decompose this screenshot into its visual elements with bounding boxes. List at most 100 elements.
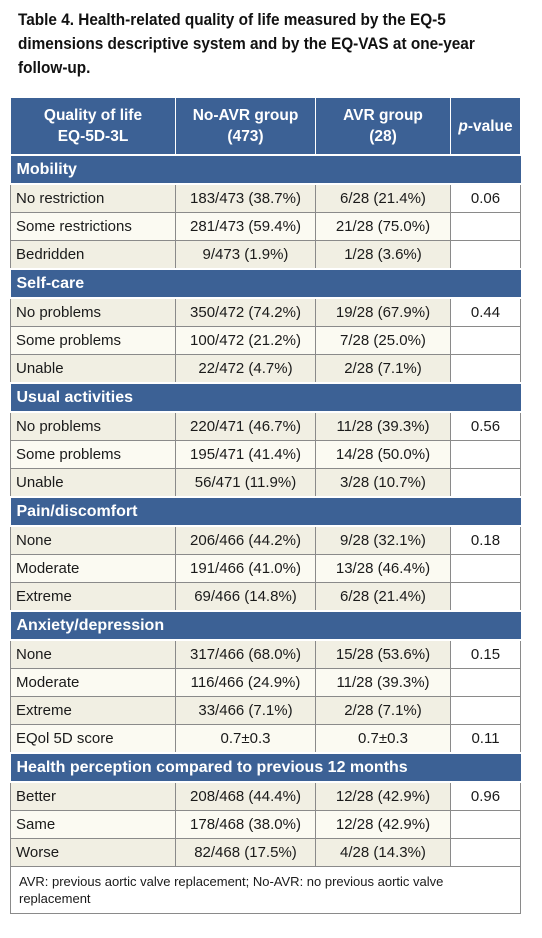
row-label: EQol 5D score (10, 724, 176, 754)
avr-value: 2/28 (7.1%) (315, 354, 451, 384)
avr-value: 11/28 (39.3%) (315, 411, 451, 441)
avr-value: 12/28 (42.9%) (315, 810, 451, 839)
table-row: Moderate 116/466 (24.9%) 11/28 (39.3%) (10, 668, 521, 697)
no-avr-value: 317/466 (68.0%) (175, 639, 316, 669)
header-col1-line1: Quality of life (43, 107, 143, 124)
table-row: None 206/466 (44.2%) 9/28 (32.1%) 0.18 (10, 525, 521, 555)
no-avr-value: 116/466 (24.9%) (175, 668, 316, 697)
avr-value: 9/28 (32.1%) (315, 525, 451, 555)
header-col3-line2: (28) (369, 128, 397, 145)
section-title: Mobility (10, 154, 521, 185)
p-value (450, 354, 521, 384)
row-label: None (10, 525, 176, 555)
table-row: No restriction 183/473 (38.7%) 6/28 (21.4%… (10, 183, 521, 213)
row-label: No restriction (10, 183, 176, 213)
section-title: Health perception compared to previous 1… (10, 752, 521, 783)
p-value: 0.44 (450, 297, 521, 327)
row-label: Some restrictions (10, 212, 176, 241)
table-body: Mobility No restriction 183/473 (38.7%) 6/2… (10, 154, 521, 914)
header-p-rest: -value (467, 117, 513, 135)
section-title: Self-care (10, 268, 521, 299)
section-title: Usual activities (10, 382, 521, 413)
no-avr-value: 100/472 (21.2%) (175, 326, 316, 355)
p-value (450, 696, 521, 725)
section-header-row: Self-care (10, 268, 521, 299)
p-value: 0.18 (450, 525, 521, 555)
avr-value: 6/28 (21.4%) (315, 183, 451, 213)
header-col2-line1: No-AVR group (192, 107, 299, 124)
row-label: Some problems (10, 326, 176, 355)
table-row: Better 208/468 (44.4%) 12/28 (42.9%) 0.96 (10, 781, 521, 811)
p-value (450, 554, 521, 583)
table-row: Moderate 191/466 (41.0%) 13/28 (46.4%) (10, 554, 521, 583)
avr-value: 14/28 (50.0%) (315, 440, 451, 469)
avr-value: 21/28 (75.0%) (315, 212, 451, 241)
row-label: Unable (10, 354, 176, 384)
row-label: None (10, 639, 176, 669)
row-label: Bedridden (10, 240, 176, 270)
header-quality-of-life: Quality of life EQ-5D-3L (10, 97, 176, 156)
table-row: Same 178/468 (38.0%) 12/28 (42.9%) (10, 810, 521, 839)
p-value: 0.56 (450, 411, 521, 441)
p-value: 0.06 (450, 183, 521, 213)
table-row: Extreme 69/466 (14.8%) 6/28 (21.4%) (10, 582, 521, 612)
p-value (450, 668, 521, 697)
avr-value: 4/28 (14.3%) (315, 838, 451, 867)
table-row: Some restrictions 281/473 (59.4%) 21/28 (7… (10, 212, 521, 241)
table-row: Some problems 100/472 (21.2%) 7/28 (25.0%) (10, 326, 521, 355)
header-col2-line2: (473) (227, 128, 264, 145)
table-row: No problems 350/472 (74.2%) 19/28 (67.9%) 0… (10, 297, 521, 327)
no-avr-value: 22/472 (4.7%) (175, 354, 316, 384)
avr-value: 15/28 (53.6%) (315, 639, 451, 669)
p-value (450, 326, 521, 355)
section-header-row: Health perception compared to previous 1… (10, 752, 521, 783)
row-label: No problems (10, 411, 176, 441)
no-avr-value: 350/472 (74.2%) (175, 297, 316, 327)
header-col3-line1: AVR group (343, 107, 423, 124)
p-value (450, 440, 521, 469)
p-value: 0.15 (450, 639, 521, 669)
row-label: Unable (10, 468, 176, 498)
no-avr-value: 33/466 (7.1%) (175, 696, 316, 725)
table-row: Worse 82/468 (17.5%) 4/28 (14.3%) (10, 838, 521, 867)
p-value (450, 212, 521, 241)
no-avr-value: 195/471 (41.4%) (175, 440, 316, 469)
header-no-avr-group: No-AVR group (473) (175, 97, 316, 156)
row-label: No problems (10, 297, 176, 327)
row-label: Same (10, 810, 176, 839)
no-avr-value: 183/473 (38.7%) (175, 183, 316, 213)
avr-value: 11/28 (39.3%) (315, 668, 451, 697)
p-value (450, 240, 521, 270)
row-label: Moderate (10, 668, 176, 697)
quality-of-life-table: Quality of life EQ-5D-3L No-AVR group (4… (10, 97, 521, 914)
table-row: Unable 22/472 (4.7%) 2/28 (7.1%) (10, 354, 521, 384)
header-p-value: p-value (450, 97, 521, 156)
no-avr-value: 0.7±0.3 (175, 724, 316, 754)
avr-value: 6/28 (21.4%) (315, 582, 451, 612)
no-avr-value: 9/473 (1.9%) (175, 240, 316, 270)
no-avr-value: 178/468 (38.0%) (175, 810, 316, 839)
section-header-row: Mobility (10, 154, 521, 185)
avr-value: 1/28 (3.6%) (315, 240, 451, 270)
table-footnote: AVR: previous aortic valve replacement; … (10, 866, 521, 914)
avr-value: 2/28 (7.1%) (315, 696, 451, 725)
p-value (450, 582, 521, 612)
table-row: Unable 56/471 (11.9%) 3/28 (10.7%) (10, 468, 521, 498)
section-header-row: Pain/discomfort (10, 496, 521, 527)
row-label: Extreme (10, 582, 176, 612)
no-avr-value: 220/471 (46.7%) (175, 411, 316, 441)
row-label: Some problems (10, 440, 176, 469)
p-value (450, 468, 521, 498)
table-row: Some problems 195/471 (41.4%) 14/28 (50.0%… (10, 440, 521, 469)
no-avr-value: 69/466 (14.8%) (175, 582, 316, 612)
section-title: Anxiety/depression (10, 610, 521, 641)
header-col1-line2: EQ-5D-3L (57, 128, 129, 145)
footnote-row: AVR: previous aortic valve replacement; … (10, 866, 521, 914)
table-row: No problems 220/471 (46.7%) 11/28 (39.3%) 0… (10, 411, 521, 441)
no-avr-value: 191/466 (41.0%) (175, 554, 316, 583)
avr-value: 3/28 (10.7%) (315, 468, 451, 498)
table-caption: Table 4. Health-related quality of life … (18, 11, 475, 77)
section-header-row: Anxiety/depression (10, 610, 521, 641)
row-label: Worse (10, 838, 176, 867)
row-label: Better (10, 781, 176, 811)
